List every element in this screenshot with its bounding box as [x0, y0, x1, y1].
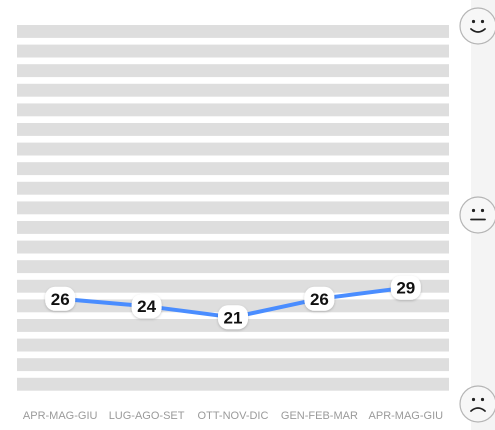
grid-band [17, 142, 449, 156]
grid-band [17, 377, 449, 391]
smiling-face-icon [459, 7, 495, 45]
grid-band [17, 358, 449, 372]
grid-band [17, 181, 449, 195]
frowning-face-icon [459, 385, 495, 423]
grid-band [17, 260, 449, 274]
grid-band [17, 44, 449, 58]
neutral-face-icon [459, 196, 495, 234]
x-tick-label: OTT-NOV-DIC [198, 410, 269, 422]
data-label: 26 [304, 286, 335, 311]
x-tick-label: LUG-AGO-SET [109, 410, 185, 422]
data-label: 24 [131, 294, 162, 319]
x-axis-ticks: APR-MAG-GIU LUG-AGO-SET OTT-NOV-DIC GEN-FEB… [23, 410, 443, 422]
data-label-text: 24 [137, 297, 156, 316]
data-label-badge [131, 294, 162, 319]
x-tick-label: APR-MAG-GIU [23, 410, 98, 422]
grid-band [17, 201, 449, 215]
grid-band [17, 338, 449, 352]
grid-band [17, 123, 449, 136]
data-label-badge [390, 275, 421, 300]
data-label-text: 29 [396, 279, 415, 298]
data-labels-layer: 26 24 21 26 29 [45, 275, 421, 330]
data-label-text: 21 [224, 308, 243, 327]
data-label-text: 26 [310, 290, 329, 309]
data-label: 21 [218, 305, 248, 330]
x-tick-label: GEN-FEB-MAR [281, 410, 358, 422]
grid-band [17, 83, 449, 97]
grid-band [17, 240, 449, 254]
grid-band [17, 279, 449, 293]
background-bands [17, 25, 449, 391]
grid-band [17, 162, 449, 176]
data-label: 26 [45, 286, 76, 311]
data-label-badge [304, 286, 335, 311]
grid-band [17, 64, 449, 78]
grid-band [17, 25, 449, 38]
grid-band [17, 103, 449, 117]
data-label-text: 26 [51, 290, 70, 309]
grid-band [17, 221, 449, 234]
data-label-badge [45, 286, 76, 311]
data-label-badge [218, 305, 248, 330]
data-label: 29 [390, 275, 421, 300]
x-tick-label: APR-MAG-GIU [369, 410, 444, 422]
